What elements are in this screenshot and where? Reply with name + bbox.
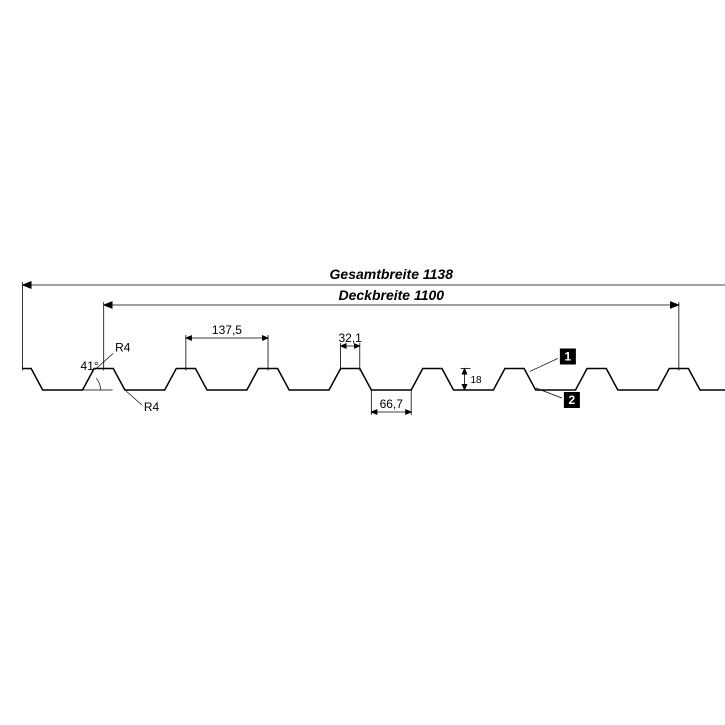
label-gesamtbreite: Gesamtbreite 1138 xyxy=(330,266,454,282)
profile-outline xyxy=(23,368,725,390)
angle-arc xyxy=(96,378,100,390)
label-badge-2: 2 xyxy=(569,393,576,407)
label-deckbreite: Deckbreite 1100 xyxy=(338,287,444,303)
label-pitch: 137,5 xyxy=(212,323,242,337)
label-badge-1: 1 xyxy=(565,349,572,363)
label-angle: 41° xyxy=(81,359,99,373)
label-height: 18 xyxy=(471,375,483,386)
label-radius-bottom: R4 xyxy=(144,400,160,414)
label-valley-width: 66,7 xyxy=(380,397,404,411)
label-radius-top: R4 xyxy=(115,340,131,354)
label-crest-width: 32,1 xyxy=(339,331,363,345)
profile-diagram: Gesamtbreite 1138 Deckbreite 1100 137,5 32,… xyxy=(0,0,725,725)
